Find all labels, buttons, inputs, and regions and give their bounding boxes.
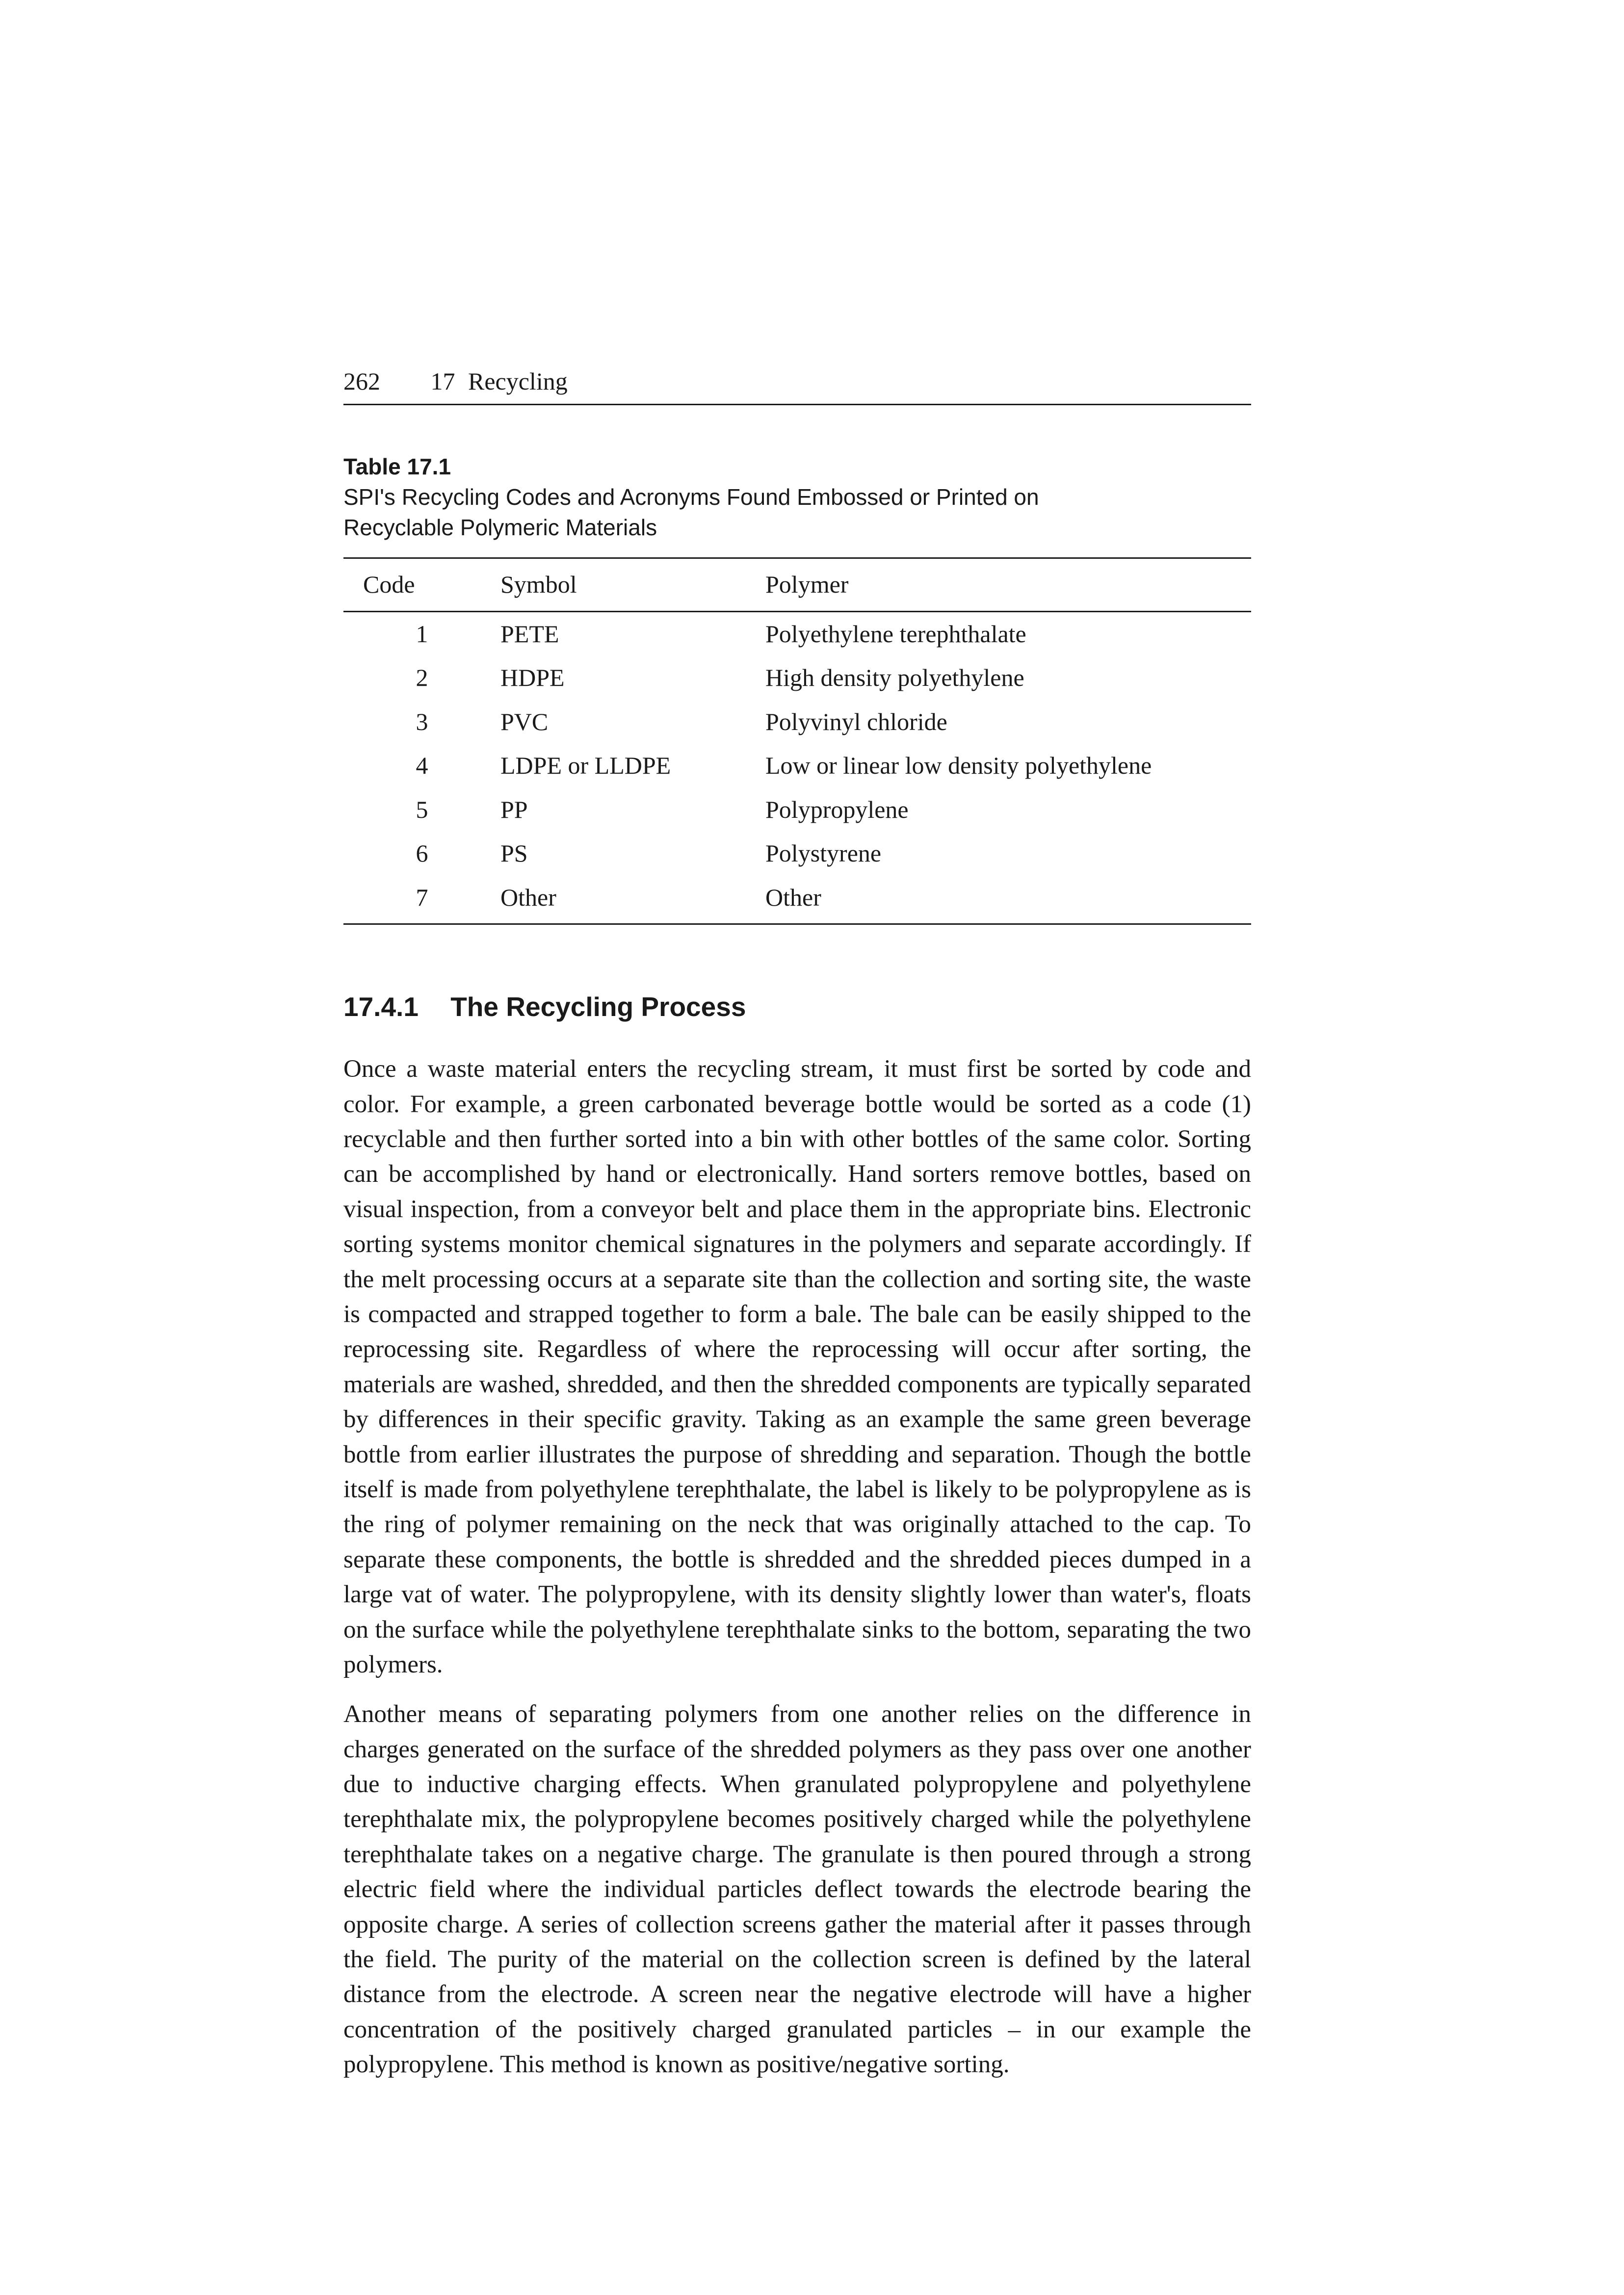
table-cell: 2 (343, 656, 500, 700)
table-row: 6 PS Polystyrene (343, 832, 1251, 876)
table-row: 3 PVC Polyvinyl chloride (343, 700, 1251, 744)
page-number: 262 (343, 368, 380, 395)
page: 262 17 Recycling Table 17.1 SPI's Recycl… (0, 0, 1624, 2295)
table-row: 7 Other Other (343, 876, 1251, 924)
running-header: 262 17 Recycling (343, 368, 1251, 405)
table-cell: 7 (343, 876, 500, 924)
table-caption-text: SPI's Recycling Codes and Acronyms Found… (343, 482, 1124, 543)
table-cell: Polyethylene terephthalate (765, 611, 1251, 656)
table-cell: 3 (343, 700, 500, 744)
table-cell: LDPE or LLDPE (500, 744, 765, 788)
section-heading: 17.4.1 The Recycling Process (343, 991, 1251, 1022)
table-cell: 1 (343, 611, 500, 656)
table-cell: PETE (500, 611, 765, 656)
body-paragraph: Another means of separating polymers fro… (343, 1697, 1251, 2082)
table-cell: Low or linear low density polyethylene (765, 744, 1251, 788)
table-caption: Table 17.1 SPI's Recycling Codes and Acr… (343, 451, 1251, 543)
table-cell: HDPE (500, 656, 765, 700)
table-cell: Polypropylene (765, 788, 1251, 832)
page-content: Table 17.1 SPI's Recycling Codes and Acr… (343, 451, 1251, 2083)
table-row: 1 PETE Polyethylene terephthalate (343, 611, 1251, 656)
table-header-cell: Symbol (500, 558, 765, 612)
table-header-cell: Polymer (765, 558, 1251, 612)
table-cell: Polyvinyl chloride (765, 700, 1251, 744)
table-header-row: Code Symbol Polymer (343, 558, 1251, 612)
table-label: Table 17.1 (343, 451, 466, 482)
table-row: 5 PP Polypropylene (343, 788, 1251, 832)
table-cell: Polystyrene (765, 832, 1251, 876)
section-title: The Recycling Process (450, 991, 746, 1022)
table-row: 2 HDPE High density polyethylene (343, 656, 1251, 700)
table-cell: PVC (500, 700, 765, 744)
table-cell: PS (500, 832, 765, 876)
table-cell: 6 (343, 832, 500, 876)
recycling-codes-table: Code Symbol Polymer 1 PETE Polyethylene … (343, 557, 1251, 925)
section-number: 17.4.1 (343, 991, 419, 1022)
chapter-number: 17 (431, 368, 455, 395)
table-cell: 4 (343, 744, 500, 788)
table-row: 4 LDPE or LLDPE Low or linear low densit… (343, 744, 1251, 788)
table-cell: High density polyethylene (765, 656, 1251, 700)
table-cell: PP (500, 788, 765, 832)
table-cell: 5 (343, 788, 500, 832)
table-cell: Other (500, 876, 765, 924)
table-header-cell: Code (343, 558, 500, 612)
body-paragraph: Once a waste material enters the recycli… (343, 1052, 1251, 1682)
chapter-title: Recycling (468, 367, 568, 395)
table-cell: Other (765, 876, 1251, 924)
